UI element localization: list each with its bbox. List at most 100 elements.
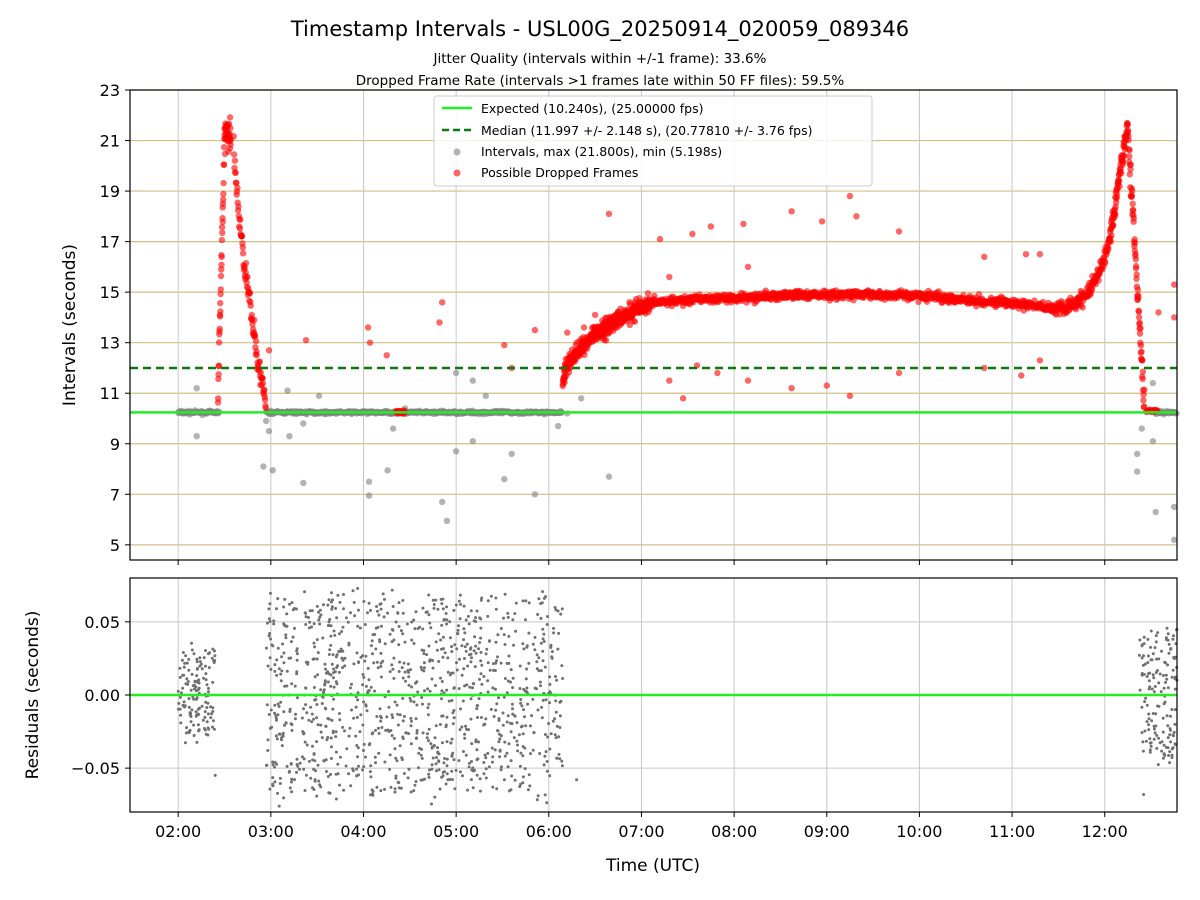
residual-point	[179, 691, 183, 695]
residual-point	[361, 683, 365, 687]
residual-point	[516, 749, 520, 753]
residual-point	[394, 620, 398, 624]
residual-point	[1156, 763, 1160, 767]
residual-point	[541, 659, 545, 663]
residual-point	[205, 720, 209, 724]
residual-point	[546, 615, 549, 618]
dropped-frame-point	[259, 380, 267, 387]
residual-point	[300, 716, 304, 720]
residual-point	[383, 597, 386, 601]
residual-point	[409, 742, 413, 746]
residual-point	[1154, 712, 1158, 716]
dropped-frame-point	[1022, 251, 1030, 258]
residual-point	[419, 665, 423, 669]
residual-point	[547, 722, 551, 725]
dropped-frame-point	[215, 362, 223, 369]
residual-point	[1148, 748, 1152, 752]
residual-point	[459, 707, 462, 711]
residual-point	[525, 667, 528, 671]
residual-point	[444, 725, 448, 729]
residual-point	[386, 611, 389, 615]
residual-point	[558, 757, 562, 761]
residual-point	[1157, 704, 1161, 708]
residual-point	[1170, 756, 1174, 759]
dropped-frame-point	[644, 290, 652, 297]
residual-point	[1149, 629, 1153, 633]
residual-point	[541, 590, 545, 594]
residual-point	[542, 632, 546, 636]
residual-point	[362, 675, 366, 679]
residual-point	[369, 608, 372, 612]
residual-point	[203, 710, 207, 714]
residual-point	[1141, 749, 1145, 753]
residual-point	[363, 659, 367, 663]
residual-point	[463, 736, 467, 740]
residual-point	[502, 695, 506, 699]
residual-point	[322, 759, 326, 763]
residual-point	[445, 772, 449, 776]
residual-point	[311, 657, 315, 661]
residual-point	[551, 719, 555, 723]
residual-point	[397, 781, 401, 785]
residual-point	[304, 703, 308, 707]
residual-point	[539, 616, 543, 620]
residual-point	[511, 712, 515, 716]
residual-point	[466, 614, 470, 618]
residual-point	[287, 770, 291, 774]
residual-point	[518, 764, 522, 768]
residual-point	[455, 661, 458, 665]
residual-point	[519, 698, 523, 701]
dropped-frame-point	[788, 208, 795, 215]
residual-point	[178, 695, 182, 699]
residual-point	[266, 738, 270, 742]
residual-point	[391, 667, 395, 671]
residual-point	[189, 712, 192, 716]
residual-point	[195, 657, 199, 661]
dropped-frame-point	[1132, 250, 1139, 258]
residual-point	[281, 731, 285, 735]
residual-point	[458, 593, 462, 597]
y-tick-label: 19	[100, 182, 120, 201]
residual-point	[474, 616, 477, 620]
residual-point	[356, 624, 360, 628]
residual-point	[401, 737, 405, 740]
residual-point	[279, 672, 283, 676]
chart-subtitle-dropped: Dropped Frame Rate (intervals >1 frames …	[356, 73, 845, 89]
residual-point	[433, 795, 437, 799]
residual-point	[473, 665, 477, 669]
residual-point	[1144, 662, 1147, 666]
dropped-frame-point	[714, 369, 721, 377]
residual-point	[272, 622, 276, 626]
dropped-frame-point	[239, 244, 246, 251]
residual-point	[343, 664, 347, 668]
residual-point	[1164, 661, 1167, 665]
residual-point	[190, 641, 193, 645]
residual-point	[1151, 712, 1155, 715]
residual-point	[315, 657, 319, 661]
residual-point	[541, 698, 545, 702]
residual-point	[428, 768, 431, 772]
residual-point	[295, 649, 299, 653]
residual-point	[326, 603, 330, 607]
residual-point	[329, 757, 333, 760]
residual-point	[273, 780, 277, 784]
residual-point	[523, 715, 526, 719]
residual-point	[397, 601, 401, 605]
residual-point	[401, 611, 405, 615]
dropped-frame-point	[227, 125, 234, 132]
residual-point	[522, 647, 526, 651]
residual-point	[364, 755, 367, 759]
residual-point	[347, 772, 351, 776]
residual-point	[289, 722, 293, 726]
residual-point	[428, 659, 432, 663]
residual-point	[304, 773, 308, 777]
residual-point	[427, 775, 431, 779]
dropped-frame-point	[238, 232, 246, 240]
residual-point	[555, 678, 559, 682]
residual-point	[393, 700, 397, 704]
residual-point	[268, 632, 272, 635]
residual-point	[390, 734, 394, 737]
dropped-frame-point	[531, 326, 539, 334]
residual-point	[212, 727, 216, 731]
residual-point	[282, 651, 286, 655]
